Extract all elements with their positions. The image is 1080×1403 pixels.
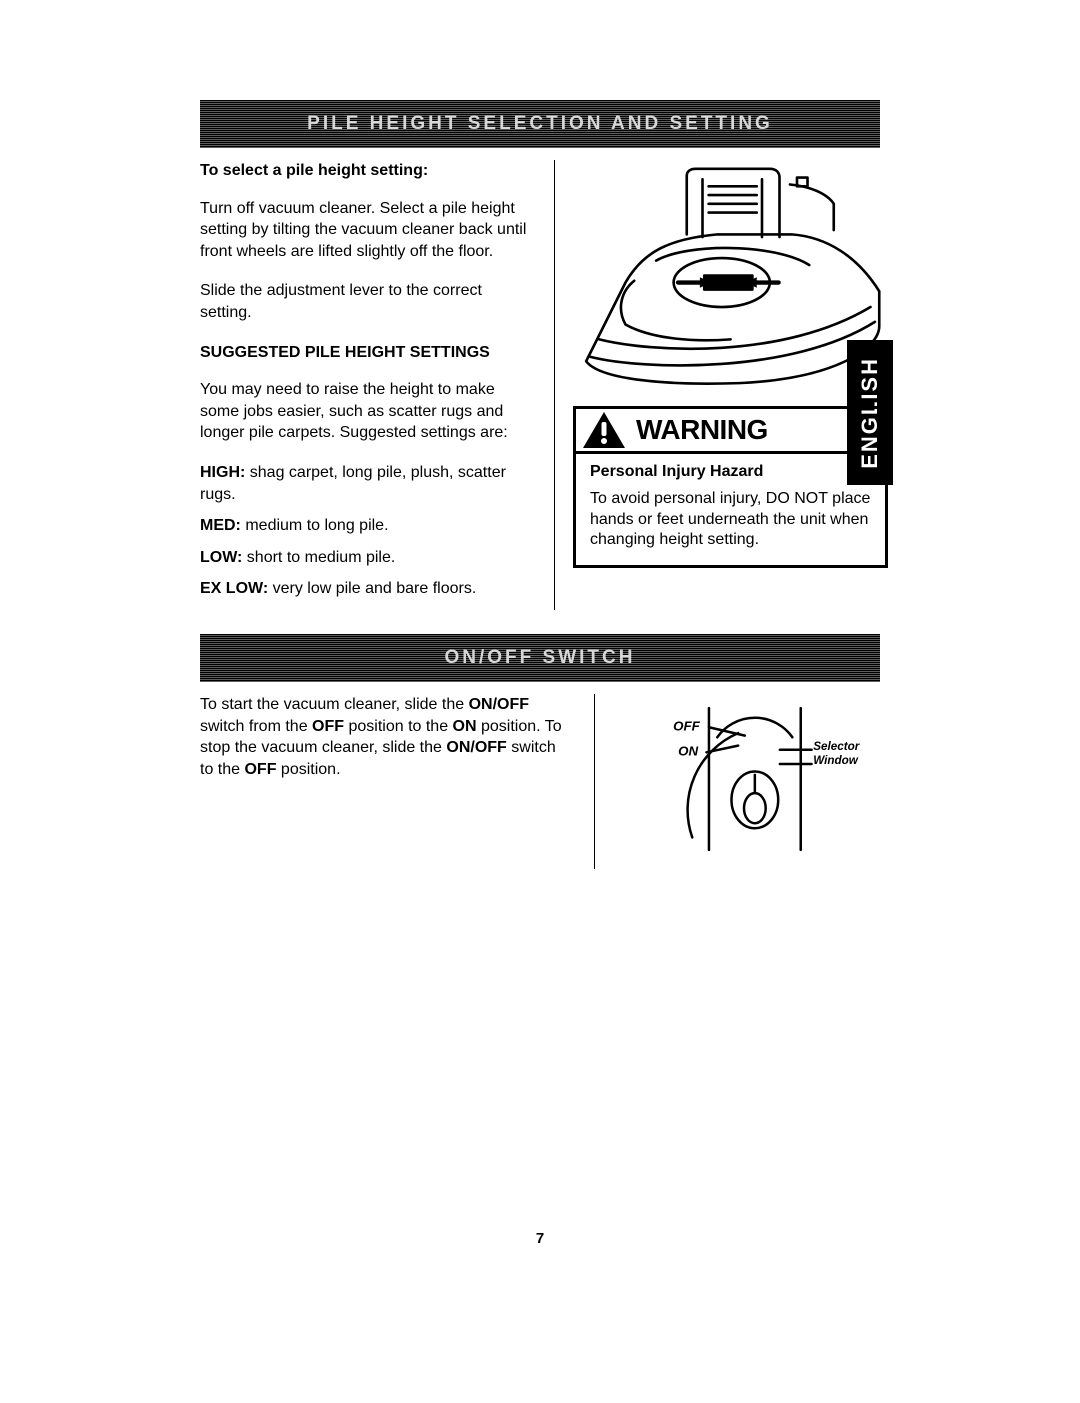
onoff-section: To start the vacuum cleaner, slide the O… [200,694,880,869]
pile-para-2: Slide the adjustment lever to the correc… [200,280,530,323]
section-banner-onoff: ON/OFF SWITCH [200,634,880,682]
setting-desc: shag carpet, long pile, plush, scatter r… [200,464,506,503]
setting-label: LOW: [200,549,242,566]
pile-para-3: You may need to raise the height to make… [200,379,530,444]
warning-header: WARNING [576,409,885,454]
section-banner-pile-height: PILE HEIGHT SELECTION AND SETTING [200,100,880,148]
setting-row: HIGH: shag carpet, long pile, plush, sca… [200,462,530,505]
text-fragment: switch from the [200,718,312,735]
onoff-text-column: To start the vacuum cleaner, slide the O… [200,694,570,869]
setting-row: LOW: short to medium pile. [200,547,530,569]
text-fragment: position to the [344,718,453,735]
bold-fragment: ON/OFF [469,696,529,713]
bold-fragment: ON [453,718,477,735]
select-pile-subheading: To select a pile height setting: [200,160,530,182]
onoff-figure-column: OFF ON Selector Window [594,694,880,869]
suggested-settings-heading: SUGGESTED PILE HEIGHT SETTINGS [200,342,530,364]
banner-title: PILE HEIGHT SELECTION AND SETTING [307,113,773,135]
on-label: ON [678,744,698,759]
setting-label: HIGH: [200,464,245,481]
pile-para-1: Turn off vacuum cleaner. Select a pile h… [200,198,530,263]
page-content: PILE HEIGHT SELECTION AND SETTING To sel… [200,100,880,869]
setting-desc: short to medium pile. [242,549,395,566]
setting-label: MED: [200,517,241,534]
text-fragment: position. [276,761,340,778]
warning-box: WARNING Personal Injury Hazard To avoid … [573,406,888,568]
warning-title: WARNING [636,414,768,446]
setting-row: MED: medium to long pile. [200,515,530,537]
off-label: OFF [673,719,701,734]
text-fragment: To start the vacuum cleaner, slide the [200,696,469,713]
warning-body: Personal Injury Hazard To avoid personal… [576,454,885,565]
banner-title: ON/OFF SWITCH [445,647,636,669]
bold-fragment: OFF [244,761,276,778]
onoff-paragraph: To start the vacuum cleaner, slide the O… [200,694,570,780]
warning-body-text: To avoid personal injury, DO NOT place h… [590,489,875,551]
selector-label-2: Window [813,754,859,767]
pile-height-figure-column: ENGLISH [554,160,888,610]
pile-height-section: To select a pile height setting: Turn of… [200,160,880,610]
warning-hazard-line: Personal Injury Hazard [590,462,875,483]
setting-row: EX LOW: very low pile and bare floors. [200,578,530,600]
warning-triangle-icon [582,411,626,449]
page-number: 7 [0,1230,1080,1247]
switch-dial-illustration: OFF ON Selector Window [613,694,880,864]
bold-fragment: ON/OFF [446,739,506,756]
vacuum-base-illustration [573,160,888,405]
setting-desc: very low pile and bare floors. [268,580,476,597]
pile-height-text-column: To select a pile height setting: Turn of… [200,160,530,610]
selector-label-1: Selector [813,740,861,753]
bold-fragment: OFF [312,718,344,735]
setting-label: EX LOW: [200,580,268,597]
setting-desc: medium to long pile. [241,517,389,534]
